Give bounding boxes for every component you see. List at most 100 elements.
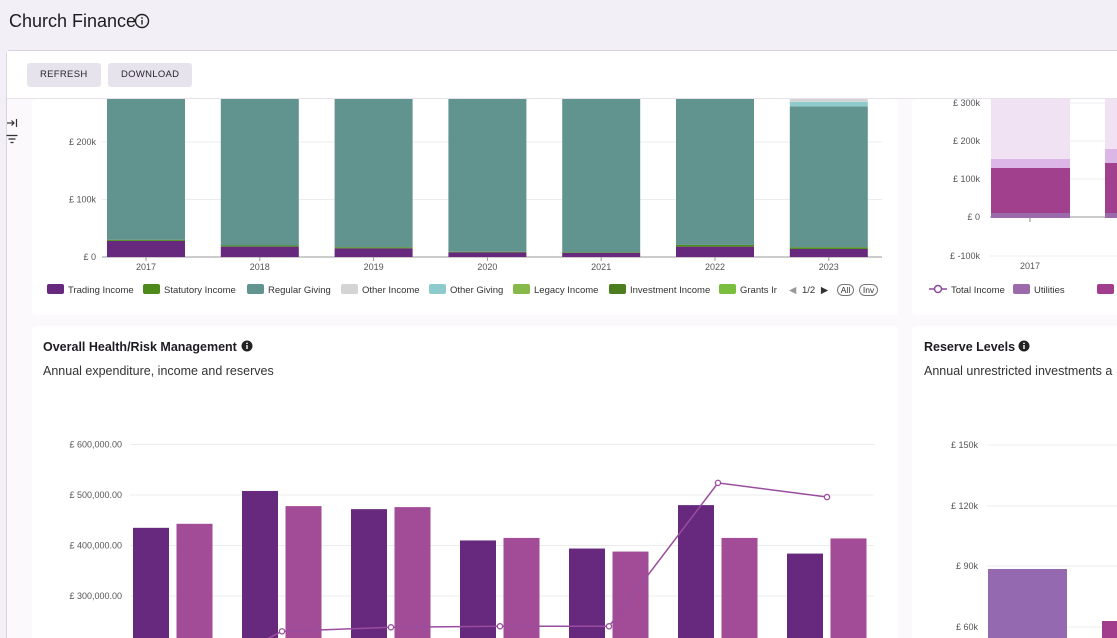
line-point[interactable] [823, 493, 831, 501]
legend-item[interactable]: Other Income [341, 284, 420, 297]
legend-item[interactable]: Trad [1097, 284, 1117, 297]
bar-segment[interactable] [220, 246, 299, 257]
cashflow-bar-utilities [991, 213, 1070, 218]
line-point[interactable] [387, 624, 395, 631]
health-chart-svg: £ 300,000.00 £ 400,000.00 £ 500,000.00 £ 60… [69, 440, 874, 638]
info-icon[interactable] [241, 340, 253, 352]
legend-item[interactable]: Investment Income [609, 284, 710, 297]
bar-segment[interactable] [789, 106, 868, 248]
legend-swatch [143, 284, 160, 294]
card-subtitle: Annual unrestricted investments a [924, 364, 1113, 378]
legend-next-icon[interactable]: ▶ [820, 285, 829, 296]
bar-segment[interactable] [107, 239, 185, 241]
bar[interactable] [787, 553, 823, 638]
legend-item[interactable]: Statutory Income [143, 284, 236, 297]
legend-item[interactable]: Trading Income [47, 284, 134, 297]
income-by-source-card: £ 0 £ 100k £ 200k 2017 2018 2019 2020 2021 2022 2… [32, 99, 898, 315]
legend-item[interactable]: Utilities [1013, 284, 1065, 297]
x-tick-label: 2017 [1020, 261, 1040, 271]
legend-all-toggle[interactable]: All [836, 284, 855, 296]
legend-label: Investment Income [630, 285, 711, 296]
legend-swatch [429, 284, 446, 294]
bar-segment[interactable] [676, 244, 754, 247]
info-icon[interactable] [1018, 340, 1030, 352]
bar-segment[interactable] [334, 248, 413, 257]
bar-segment[interactable] [448, 99, 527, 252]
x-tick-label: 2020 [477, 262, 497, 272]
bar[interactable] [394, 507, 431, 638]
bar[interactable] [721, 537, 758, 638]
line-point[interactable] [278, 628, 286, 635]
legend-swatch [341, 284, 358, 294]
collapse-panel-icon[interactable] [6, 118, 18, 128]
bar-segment[interactable] [334, 247, 413, 249]
x-tick-label: 2023 [819, 262, 839, 272]
legend-label: Legacy Income [534, 285, 599, 296]
bar-segment[interactable] [448, 251, 527, 253]
bar-segment[interactable] [562, 99, 641, 253]
bar-segment[interactable] [220, 99, 299, 246]
bar[interactable] [133, 527, 169, 638]
toolbar: REFRESH DOWNLOAD [7, 51, 1117, 99]
bar-segment[interactable] [789, 99, 868, 102]
cashflow-bar-mid [991, 159, 1070, 168]
x-tick-label: 2022 [705, 262, 725, 272]
bar-segment[interactable] [107, 240, 185, 257]
refresh-button[interactable]: REFRESH [27, 63, 101, 87]
bar[interactable] [678, 505, 714, 638]
cashflow-bar2-upper [1105, 99, 1117, 149]
bar-segment[interactable] [334, 99, 413, 248]
bar-segment[interactable] [220, 245, 299, 247]
bar-segment[interactable] [676, 99, 754, 245]
cashflow-card: £ -100k £ 0 £ 100k £ 200k £ 300k 2017 Total I… [912, 99, 1117, 315]
y-tick-label: £ 300k [953, 99, 981, 108]
filter-icon[interactable] [6, 134, 18, 144]
line-point[interactable] [605, 623, 613, 630]
page-header: Church Finance [0, 0, 1117, 44]
bar[interactable] [176, 523, 213, 638]
legend-invert-toggle[interactable]: Inv [858, 284, 879, 296]
cashflow-bar2-trading [1105, 163, 1117, 213]
bar[interactable] [351, 509, 387, 638]
bar[interactable] [830, 538, 867, 638]
legend-item[interactable]: Grants Ir [719, 284, 777, 297]
y-tick-label: £ 90k [956, 561, 979, 571]
legend-item[interactable]: Regular Giving [247, 284, 331, 297]
bar[interactable] [242, 490, 278, 638]
download-button[interactable]: DOWNLOAD [108, 63, 193, 87]
y-tick-label: £ 0 [83, 252, 96, 262]
legend-item[interactable]: Legacy Income [513, 284, 598, 297]
bar[interactable] [460, 540, 496, 638]
info-circle-icon[interactable] [134, 13, 150, 29]
line-point[interactable] [496, 623, 504, 630]
bar[interactable] [569, 548, 605, 638]
bar-segment[interactable] [562, 252, 641, 253]
legend-swatch [609, 284, 626, 294]
overall-health-card: Overall Health/Risk Management Annual ex… [32, 326, 898, 638]
legend-prev-icon[interactable]: ◀ [789, 285, 797, 296]
bar[interactable] [612, 551, 649, 638]
reserve-levels-card: Reserve Levels Annual unrestricted inves… [912, 326, 1117, 638]
cashflow-bar-upper [991, 99, 1070, 159]
bar[interactable] [503, 537, 540, 638]
legend-item[interactable]: Other Giving [429, 284, 503, 297]
cashflow-bar2-utilities [1105, 213, 1117, 218]
y-tick-label: £ 100k [953, 174, 981, 184]
bar[interactable] [285, 506, 322, 638]
legend-label: Utilities [1034, 285, 1065, 296]
bar-segment[interactable] [789, 248, 868, 257]
y-tick-label: £ 600,000.00 [69, 440, 122, 450]
legend-item[interactable]: Total Income [929, 284, 1005, 297]
side-rail [6, 118, 24, 150]
x-tick-label: 2018 [250, 262, 270, 272]
y-tick-label: £ 500,000.00 [69, 490, 122, 500]
bar-segment[interactable] [448, 252, 527, 257]
line-point[interactable] [714, 479, 722, 487]
bar-segment[interactable] [789, 101, 868, 107]
y-tick-label: £ 60k [956, 622, 979, 632]
bar-segment[interactable] [789, 247, 868, 249]
bar-segment[interactable] [562, 252, 641, 257]
bar-segment[interactable] [107, 99, 185, 240]
legend-label: Trading Income [68, 285, 134, 296]
bar-segment[interactable] [676, 246, 754, 257]
